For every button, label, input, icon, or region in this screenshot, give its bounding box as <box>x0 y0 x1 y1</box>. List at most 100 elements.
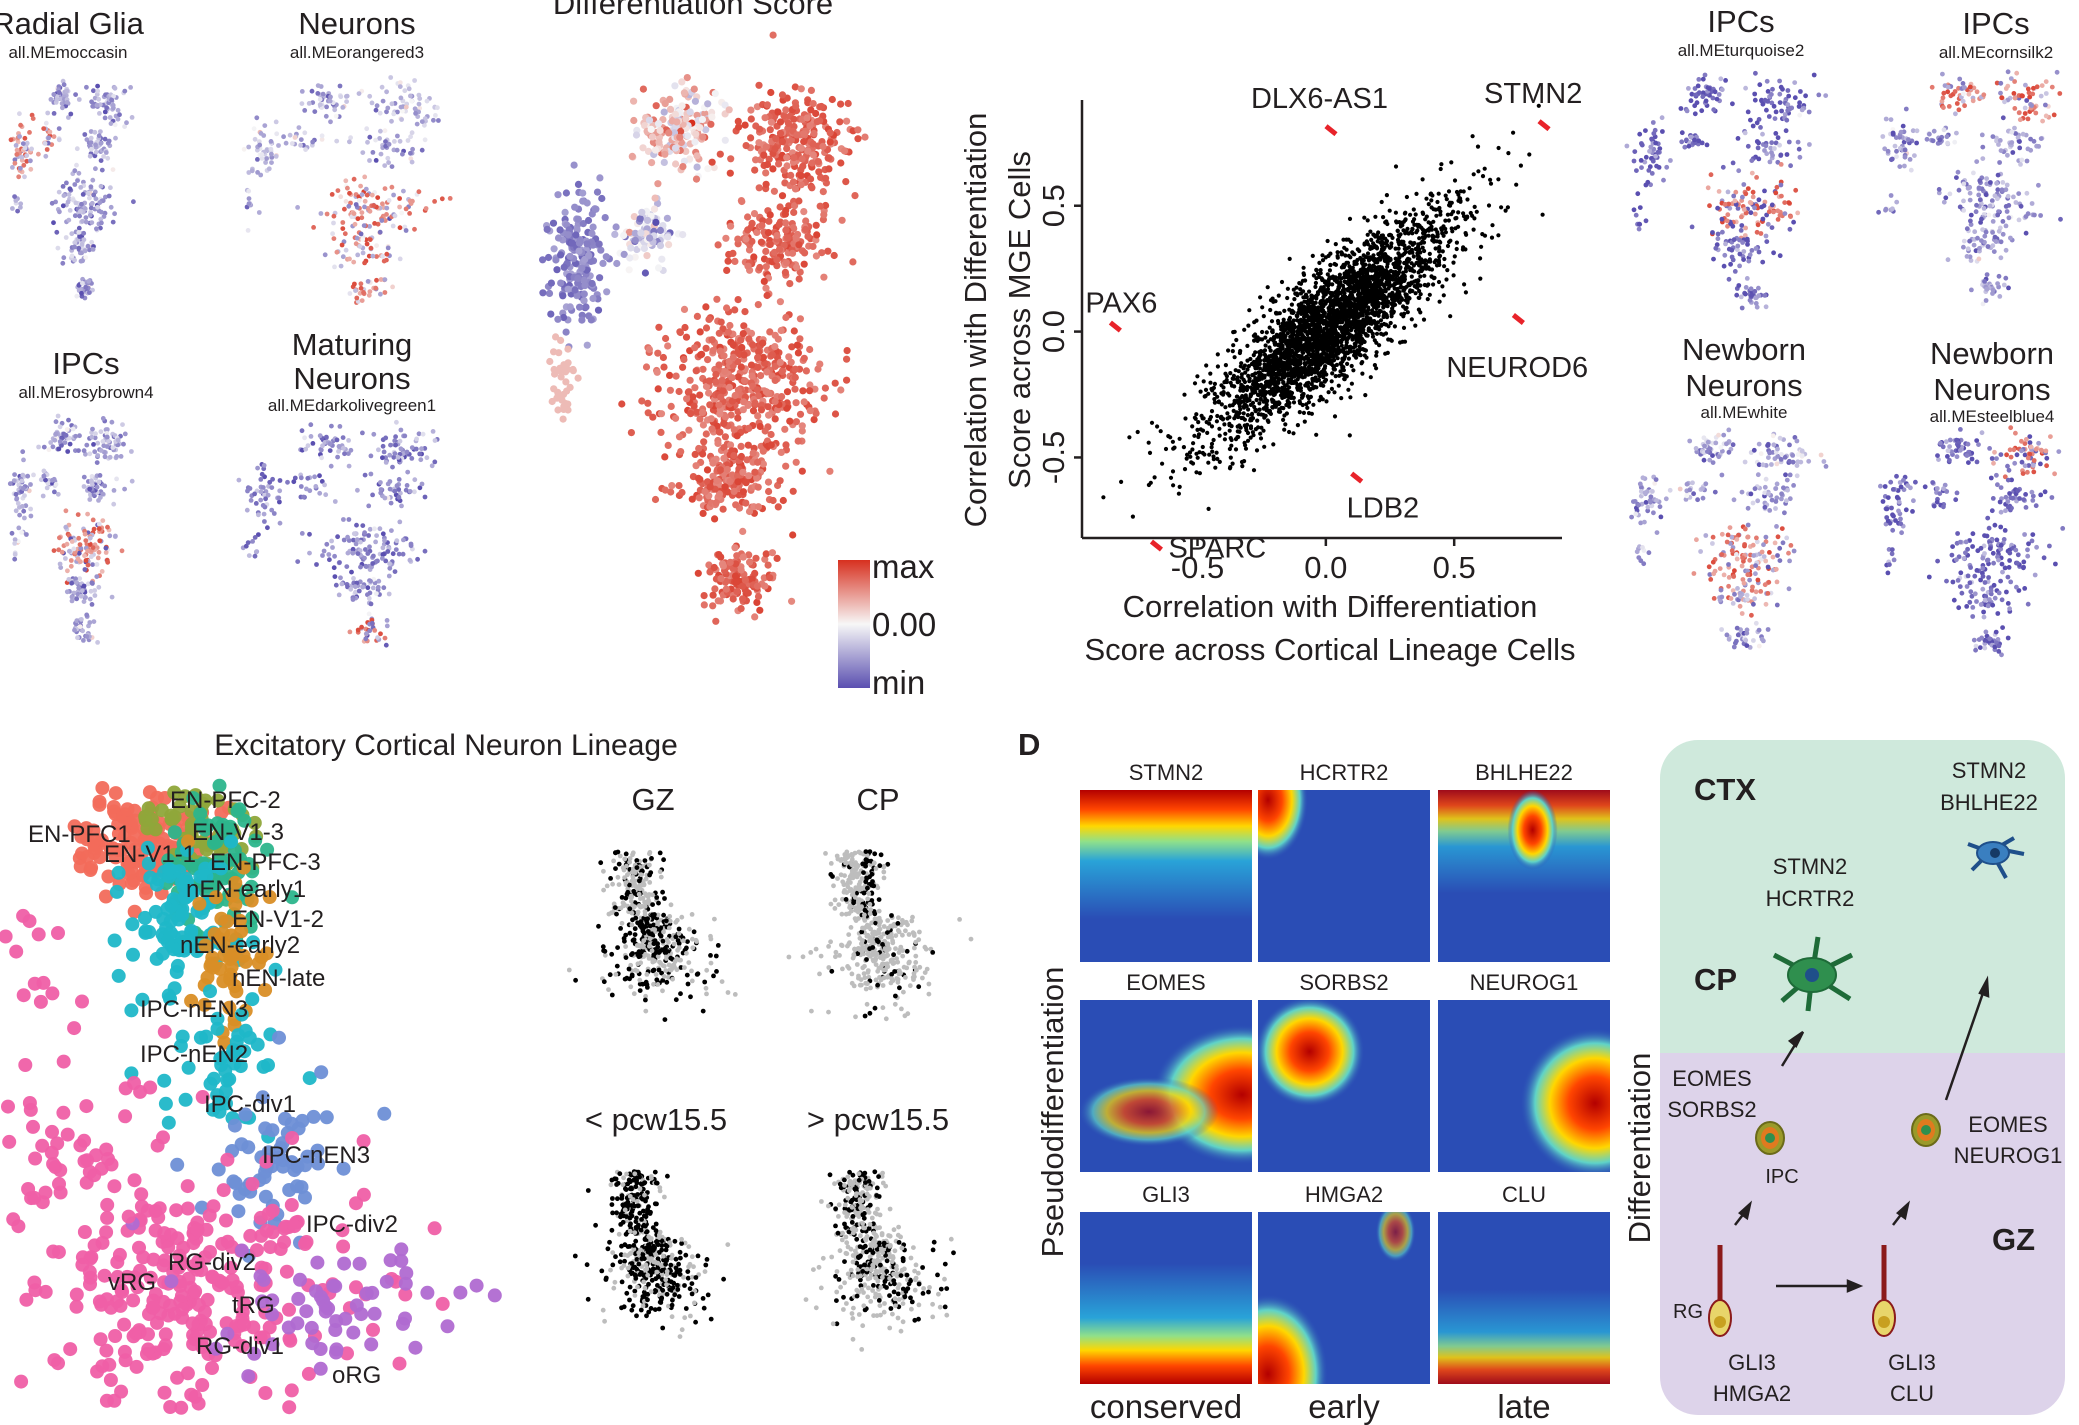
module-cell <box>74 618 80 624</box>
module-cell <box>51 111 57 116</box>
module-cell <box>389 528 394 533</box>
diff-score-cell <box>778 138 787 146</box>
module-cell <box>96 479 102 485</box>
module-cell <box>1734 552 1739 557</box>
module-cell <box>367 289 373 294</box>
module-cell <box>1703 481 1709 487</box>
module-cell <box>305 443 311 448</box>
module-cell <box>345 185 350 191</box>
diff-score-cell <box>790 208 798 216</box>
module-cell <box>346 517 352 522</box>
module-cell <box>1990 602 1996 608</box>
module-cell <box>1722 202 1728 207</box>
module-cell <box>1894 473 1899 479</box>
module-cell <box>110 219 116 225</box>
module-cell <box>2023 230 2029 236</box>
module-cell <box>329 538 334 544</box>
module-cell <box>1977 645 1983 650</box>
module-cell <box>1807 142 1812 147</box>
diff-score-cell <box>722 234 730 242</box>
module-umap-neurons <box>241 75 453 305</box>
module-sub-moccasin: all.MEmoccasin <box>8 43 127 62</box>
module-cell <box>2057 91 2063 96</box>
module-cell <box>1764 78 1770 84</box>
module-cell <box>2008 235 2013 241</box>
module-cell <box>396 551 402 557</box>
module-cell <box>2026 90 2032 96</box>
module-cell <box>2000 625 2005 630</box>
module-cell <box>1979 635 1985 641</box>
module-cell <box>1649 171 1655 176</box>
module-cell <box>420 431 426 437</box>
module-cell <box>1785 487 1790 493</box>
module-title-maturing-1: Maturing <box>292 327 413 362</box>
diff-score-cell <box>819 188 827 196</box>
module-cell <box>367 628 373 634</box>
diff-score-cell <box>661 100 669 108</box>
module-cell <box>1926 574 1932 580</box>
module-cell <box>369 620 375 626</box>
module-title-neurons: Neurons <box>298 6 415 41</box>
module-cell <box>1638 158 1644 163</box>
module-cell <box>17 512 22 518</box>
module-cell <box>1715 205 1720 211</box>
module-cell <box>331 220 336 226</box>
diff-score-cell <box>702 324 711 332</box>
diff-score-cell <box>792 102 800 110</box>
diff-score-cell <box>539 289 547 297</box>
module-cell <box>1752 91 1758 97</box>
module-cell <box>1956 107 1962 113</box>
module-cell <box>1787 496 1793 502</box>
module-cell <box>2030 498 2036 503</box>
diff-score-cell <box>664 233 672 241</box>
diff-score-cell <box>778 192 787 200</box>
module-cell <box>1637 481 1643 487</box>
module-cell <box>51 134 57 140</box>
module-cell <box>106 438 111 444</box>
diff-score-cell <box>762 388 770 396</box>
module-cell <box>258 477 264 482</box>
module-cell <box>2005 499 2011 504</box>
module-cell <box>2000 231 2006 237</box>
diff-score-cell <box>717 393 725 401</box>
module-cell <box>268 146 274 152</box>
diff-score-cell <box>683 395 691 403</box>
module-cell <box>1973 647 1978 653</box>
diff-score-cell <box>692 462 700 470</box>
diff-score-cell <box>801 249 809 257</box>
module-cell <box>1975 548 1981 554</box>
module-cell <box>1755 498 1761 504</box>
module-cell <box>2015 552 2021 558</box>
module-cell <box>311 225 316 230</box>
diff-score-cell <box>730 487 738 495</box>
module-cell <box>1899 530 1904 536</box>
module-cell <box>322 440 328 445</box>
module-cell <box>303 446 309 452</box>
module-cell <box>1732 568 1737 574</box>
module-cell <box>252 136 258 142</box>
module-cell <box>97 473 103 478</box>
module-cell <box>245 228 251 233</box>
module-cell <box>2033 446 2039 452</box>
module-cell <box>1754 539 1760 545</box>
diff-score-cell <box>592 205 600 213</box>
module-cell <box>94 226 99 232</box>
module-cell <box>2005 635 2011 641</box>
diff-score-cell <box>716 428 724 436</box>
diff-score-cell <box>724 328 733 336</box>
module-cell <box>1744 630 1750 636</box>
module-cell <box>436 118 441 123</box>
diff-score-cell <box>800 354 808 362</box>
module-cell <box>332 499 338 504</box>
module-cell <box>1970 605 1976 610</box>
diff-score-cell <box>671 110 680 118</box>
module-cell <box>380 201 385 207</box>
module-cell <box>382 186 388 192</box>
module-cell <box>354 580 360 586</box>
module-cell <box>112 85 118 91</box>
module-cell <box>307 550 312 556</box>
module-cell <box>340 220 346 225</box>
module-cell <box>1974 89 1980 95</box>
module-cell <box>2027 94 2033 100</box>
diff-score-cell <box>782 106 790 114</box>
